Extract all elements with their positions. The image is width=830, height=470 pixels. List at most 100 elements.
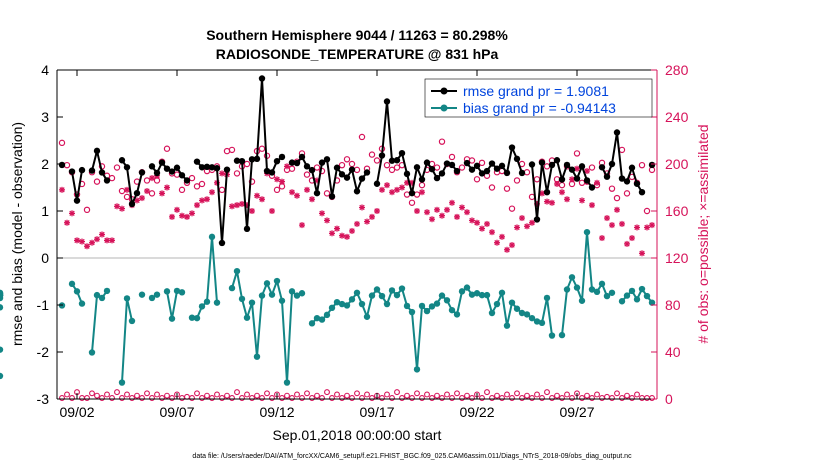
obs-assimilated-point: [519, 215, 525, 222]
bias-point: [503, 322, 511, 329]
rmse-point: [533, 216, 541, 223]
obs-possible-low-point: [524, 392, 530, 399]
y-right-tick-label: 280: [665, 62, 689, 78]
obs-assimilated-point: [74, 237, 80, 244]
obs-possible-point: [83, 206, 91, 214]
obs-possible-low-point: [134, 392, 140, 399]
obs-possible-point: [273, 186, 281, 194]
obs-possible-low-point: [224, 392, 230, 399]
obs-possible-point: [143, 177, 151, 184]
obs-assimilated-point: [529, 219, 535, 226]
rmse-point: [613, 129, 621, 136]
legend-rmse-marker: [440, 87, 448, 95]
rmse-point: [158, 159, 166, 166]
bias-point: [578, 297, 586, 304]
bias-point: [623, 292, 631, 299]
obs-possible-low-point: [569, 395, 575, 401]
obs-assimilated-point: [114, 203, 120, 210]
obs-possible-low-point: [479, 395, 485, 401]
rmse-point: [383, 98, 391, 105]
obs-assimilated-point: [389, 189, 395, 196]
obs-possible-low-point: [139, 395, 145, 401]
bias-point: [313, 314, 321, 322]
rmse-point: [218, 239, 226, 247]
obs-possible-point: [243, 160, 251, 168]
bias-point: [123, 295, 131, 302]
rmse-point: [163, 165, 171, 172]
rmse-point: [273, 157, 281, 165]
obs-possible-point: [468, 157, 476, 164]
obs-possible-low-point: [544, 389, 550, 396]
obs-possible-point: [323, 190, 331, 197]
bias-point: [248, 299, 256, 306]
obs-assimilated-point: [164, 184, 170, 191]
bias-point: [333, 298, 341, 306]
bias-point: [318, 316, 326, 323]
bias-point: [0, 290, 4, 297]
obs-assimilated-point: [64, 219, 70, 226]
y-right-tick-label: 0: [665, 391, 673, 407]
obs-possible-point: [148, 190, 156, 197]
obs-possible-low-point: [584, 392, 590, 399]
rmse-point: [93, 147, 101, 155]
rmse-point: [73, 197, 81, 204]
obs-possible-low-point: [334, 391, 340, 398]
rmse-point: [133, 189, 141, 197]
obs-possible-low-point: [579, 395, 585, 401]
obs-possible-low-point: [69, 395, 75, 401]
bias-point: [408, 308, 416, 316]
bias-point: [588, 286, 596, 293]
obs-possible-low-point: [194, 390, 200, 397]
obs-assimilated-point: [189, 210, 195, 217]
rmse-point: [418, 176, 426, 183]
rmse-point: [638, 189, 646, 196]
obs-assimilated-point: [69, 210, 75, 217]
bias-point: [358, 300, 366, 308]
rmse-point: [378, 152, 386, 159]
rmse-point: [488, 160, 496, 167]
obs-assimilated-point: [364, 218, 370, 225]
bias-point: [238, 295, 246, 303]
bias-point: [118, 379, 126, 386]
bias-series: [0, 228, 656, 386]
obs-assimilated-point: [329, 230, 335, 237]
rmse-line-segment: [236, 78, 283, 229]
bias-point: [173, 287, 181, 295]
obs-possible-point: [178, 186, 186, 194]
bias-point: [488, 309, 496, 317]
bias-point: [93, 291, 101, 299]
bias-point: [258, 292, 266, 299]
bias-point: [403, 302, 411, 310]
obs-assimilated-point: [514, 224, 520, 231]
obs-possible-low-point: [209, 395, 215, 401]
y-left-tick-label: 2: [41, 156, 49, 172]
obs-assimilated-point: [169, 213, 175, 220]
obs-possible-point: [123, 193, 131, 201]
rmse-point: [353, 188, 361, 195]
rmse-point: [578, 163, 586, 170]
bias-point: [593, 288, 601, 296]
rmse-point: [258, 75, 266, 82]
rmse-line-segment: [91, 150, 108, 181]
obs-assimilated-point: [544, 198, 550, 205]
bias-point: [153, 291, 161, 298]
x-ticks: 09/02 09/07 09/12 09/17 09/22 09/27: [59, 70, 595, 420]
obs-assimilated-point: [484, 220, 490, 227]
bias-point: [268, 291, 276, 298]
bias-point: [328, 304, 336, 312]
obs-assimilated-point: [339, 232, 345, 239]
obs-possible-point: [613, 194, 621, 202]
rmse-point: [623, 178, 631, 185]
obs-assimilated-point: [629, 235, 635, 242]
rmse-point: [168, 168, 176, 175]
bias-point: [388, 287, 396, 294]
obs-possible-low-point: [529, 395, 535, 401]
rmse-point: [403, 170, 411, 178]
obs-assimilated-point: [354, 220, 360, 227]
y-right-tick-label: 120: [665, 250, 689, 266]
obs-assimilated-point: [524, 223, 530, 230]
rmse-point: [358, 175, 366, 182]
obs-assimilated-point: [584, 168, 590, 175]
bias-point: [163, 288, 171, 295]
bias-point: [628, 287, 636, 295]
